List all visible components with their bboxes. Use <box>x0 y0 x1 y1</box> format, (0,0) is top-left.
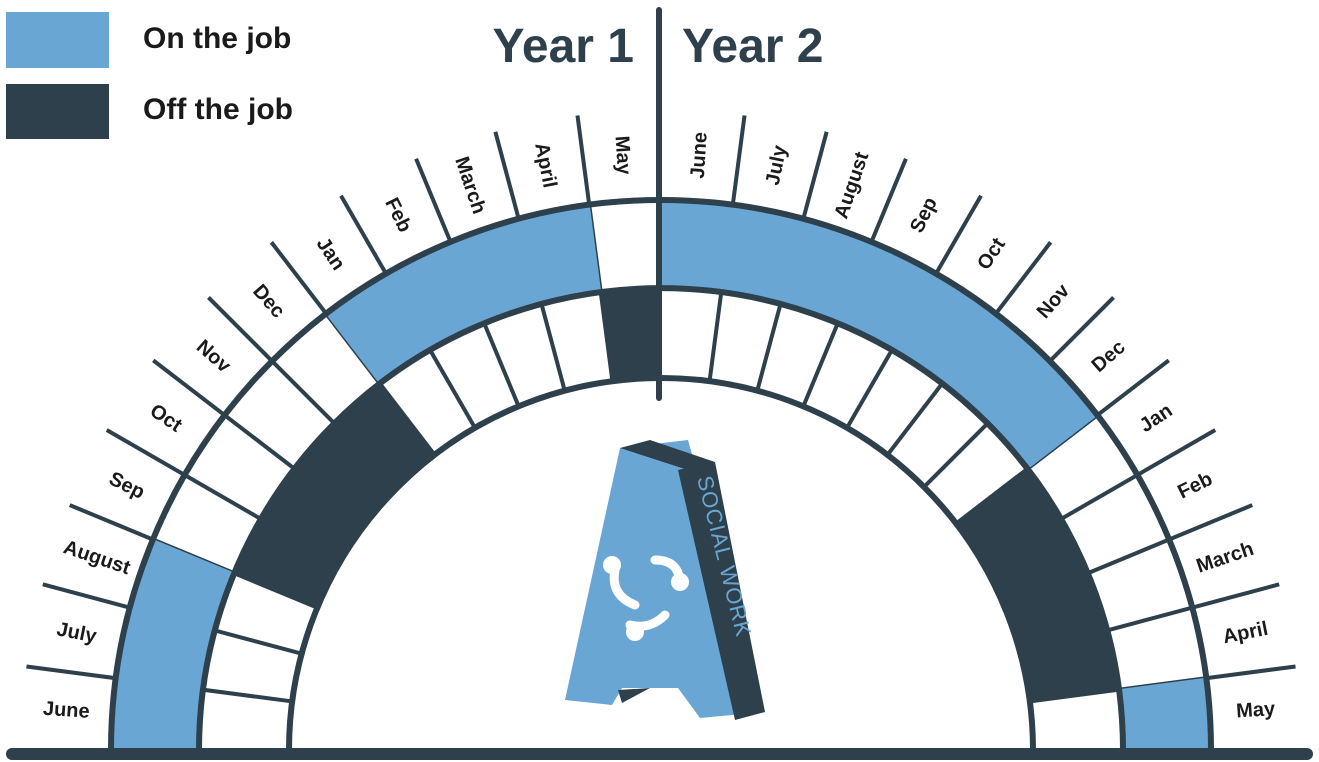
month-label: May <box>610 135 635 176</box>
month-label: May <box>1236 698 1277 723</box>
year-label: Year 1 <box>493 20 634 73</box>
legend-label: On the job <box>143 22 291 55</box>
legend-label: Off the job <box>143 93 293 126</box>
month-label: Nov <box>192 336 236 378</box>
year-label: Year 2 <box>682 20 823 73</box>
diagram: On the job Off the job Year 1 Year 2 Jun… <box>0 0 1319 762</box>
month-label: Oct <box>973 234 1010 274</box>
on-job-segment <box>111 678 203 750</box>
month-label: August <box>61 536 134 579</box>
month-label: August <box>830 149 873 222</box>
month-label: Feb <box>1174 468 1216 503</box>
month-label: Dec <box>248 280 289 322</box>
month-label: July <box>762 143 792 187</box>
month-label: March <box>1194 538 1257 578</box>
month-label: July <box>55 618 99 648</box>
month-label: Feb <box>380 194 415 236</box>
logo: SOCIAL WORK <box>565 440 765 720</box>
month-label: April <box>530 141 560 190</box>
month-label: March <box>450 154 490 217</box>
month-label: Oct <box>146 400 186 437</box>
legend-swatch-on <box>6 12 109 68</box>
month-label: June <box>42 698 90 723</box>
month-label: April <box>1221 618 1270 648</box>
month-label: Nov <box>1033 279 1075 323</box>
month-label: June <box>687 131 712 179</box>
month-label: Sep <box>906 194 942 237</box>
month-label: Jan <box>1136 400 1177 437</box>
on-job-segment <box>1119 678 1211 750</box>
month-label: Dec <box>1088 336 1130 377</box>
month-label: Sep <box>105 468 148 504</box>
logo-foot <box>618 688 650 703</box>
legend-swatch-off <box>6 84 109 139</box>
on-job-segment <box>661 200 733 292</box>
month-label: Jan <box>312 234 349 275</box>
